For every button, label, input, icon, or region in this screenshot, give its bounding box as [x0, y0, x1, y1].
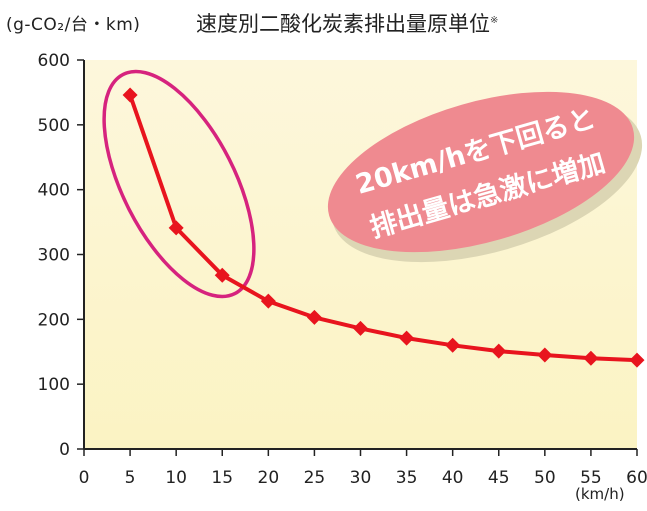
- callout-bubble: [327, 91, 635, 253]
- chart-title: 速度別二酸化炭素排出量原単位※: [196, 8, 498, 38]
- x-tick-label: 25: [304, 468, 326, 488]
- x-tick-label: 35: [396, 468, 418, 488]
- x-axis-label: (km/h): [575, 485, 625, 503]
- y-tick-label: 0: [59, 440, 70, 460]
- y-tick-label: 100: [38, 375, 70, 395]
- x-tick-label: 45: [488, 468, 510, 488]
- data-point: [629, 352, 645, 368]
- data-point: [353, 320, 368, 336]
- y-axis-label: (g-CO₂/台・km): [6, 15, 141, 35]
- data-point: [122, 87, 138, 103]
- data-point: [537, 347, 553, 363]
- series: [122, 87, 645, 368]
- axes: [77, 59, 638, 456]
- x-tick-label: 50: [534, 468, 556, 488]
- data-point: [260, 293, 276, 309]
- x-tick-label: 10: [165, 468, 187, 488]
- y-tick-label: 500: [38, 116, 70, 136]
- data-point: [168, 220, 184, 236]
- x-tick-label: 20: [258, 468, 280, 488]
- y-tick-label: 600: [38, 51, 70, 71]
- y-tick-label: 200: [38, 310, 70, 330]
- x-tick-label: 5: [125, 468, 136, 488]
- data-point: [583, 350, 599, 366]
- x-tick-label: 55: [580, 468, 602, 488]
- chart-title-text: 速度別二酸化炭素排出量原単位: [196, 12, 490, 36]
- data-point: [491, 343, 507, 359]
- data-point: [445, 337, 461, 353]
- y-tick-label: 300: [38, 246, 70, 266]
- series-line: [128, 94, 638, 363]
- x-tick-label: 40: [442, 468, 464, 488]
- title-footnote-mark: ※: [490, 15, 499, 26]
- data-point: [214, 267, 230, 283]
- x-tick-label: 30: [350, 468, 372, 488]
- x-tick-label: 15: [211, 468, 233, 488]
- data-point: [399, 330, 415, 346]
- x-tick-label: 0: [79, 468, 90, 488]
- y-tick-labels: 0 100 200 300 400 500 600: [38, 51, 70, 460]
- data-point: [306, 309, 322, 325]
- highlight-ellipse: [102, 69, 256, 299]
- x-tick-label: 60: [626, 468, 647, 488]
- y-tick-label: 400: [38, 181, 70, 201]
- x-tick-labels: 0 5 10 15 20 25 30 35 40 45 50 55 60: [79, 468, 647, 488]
